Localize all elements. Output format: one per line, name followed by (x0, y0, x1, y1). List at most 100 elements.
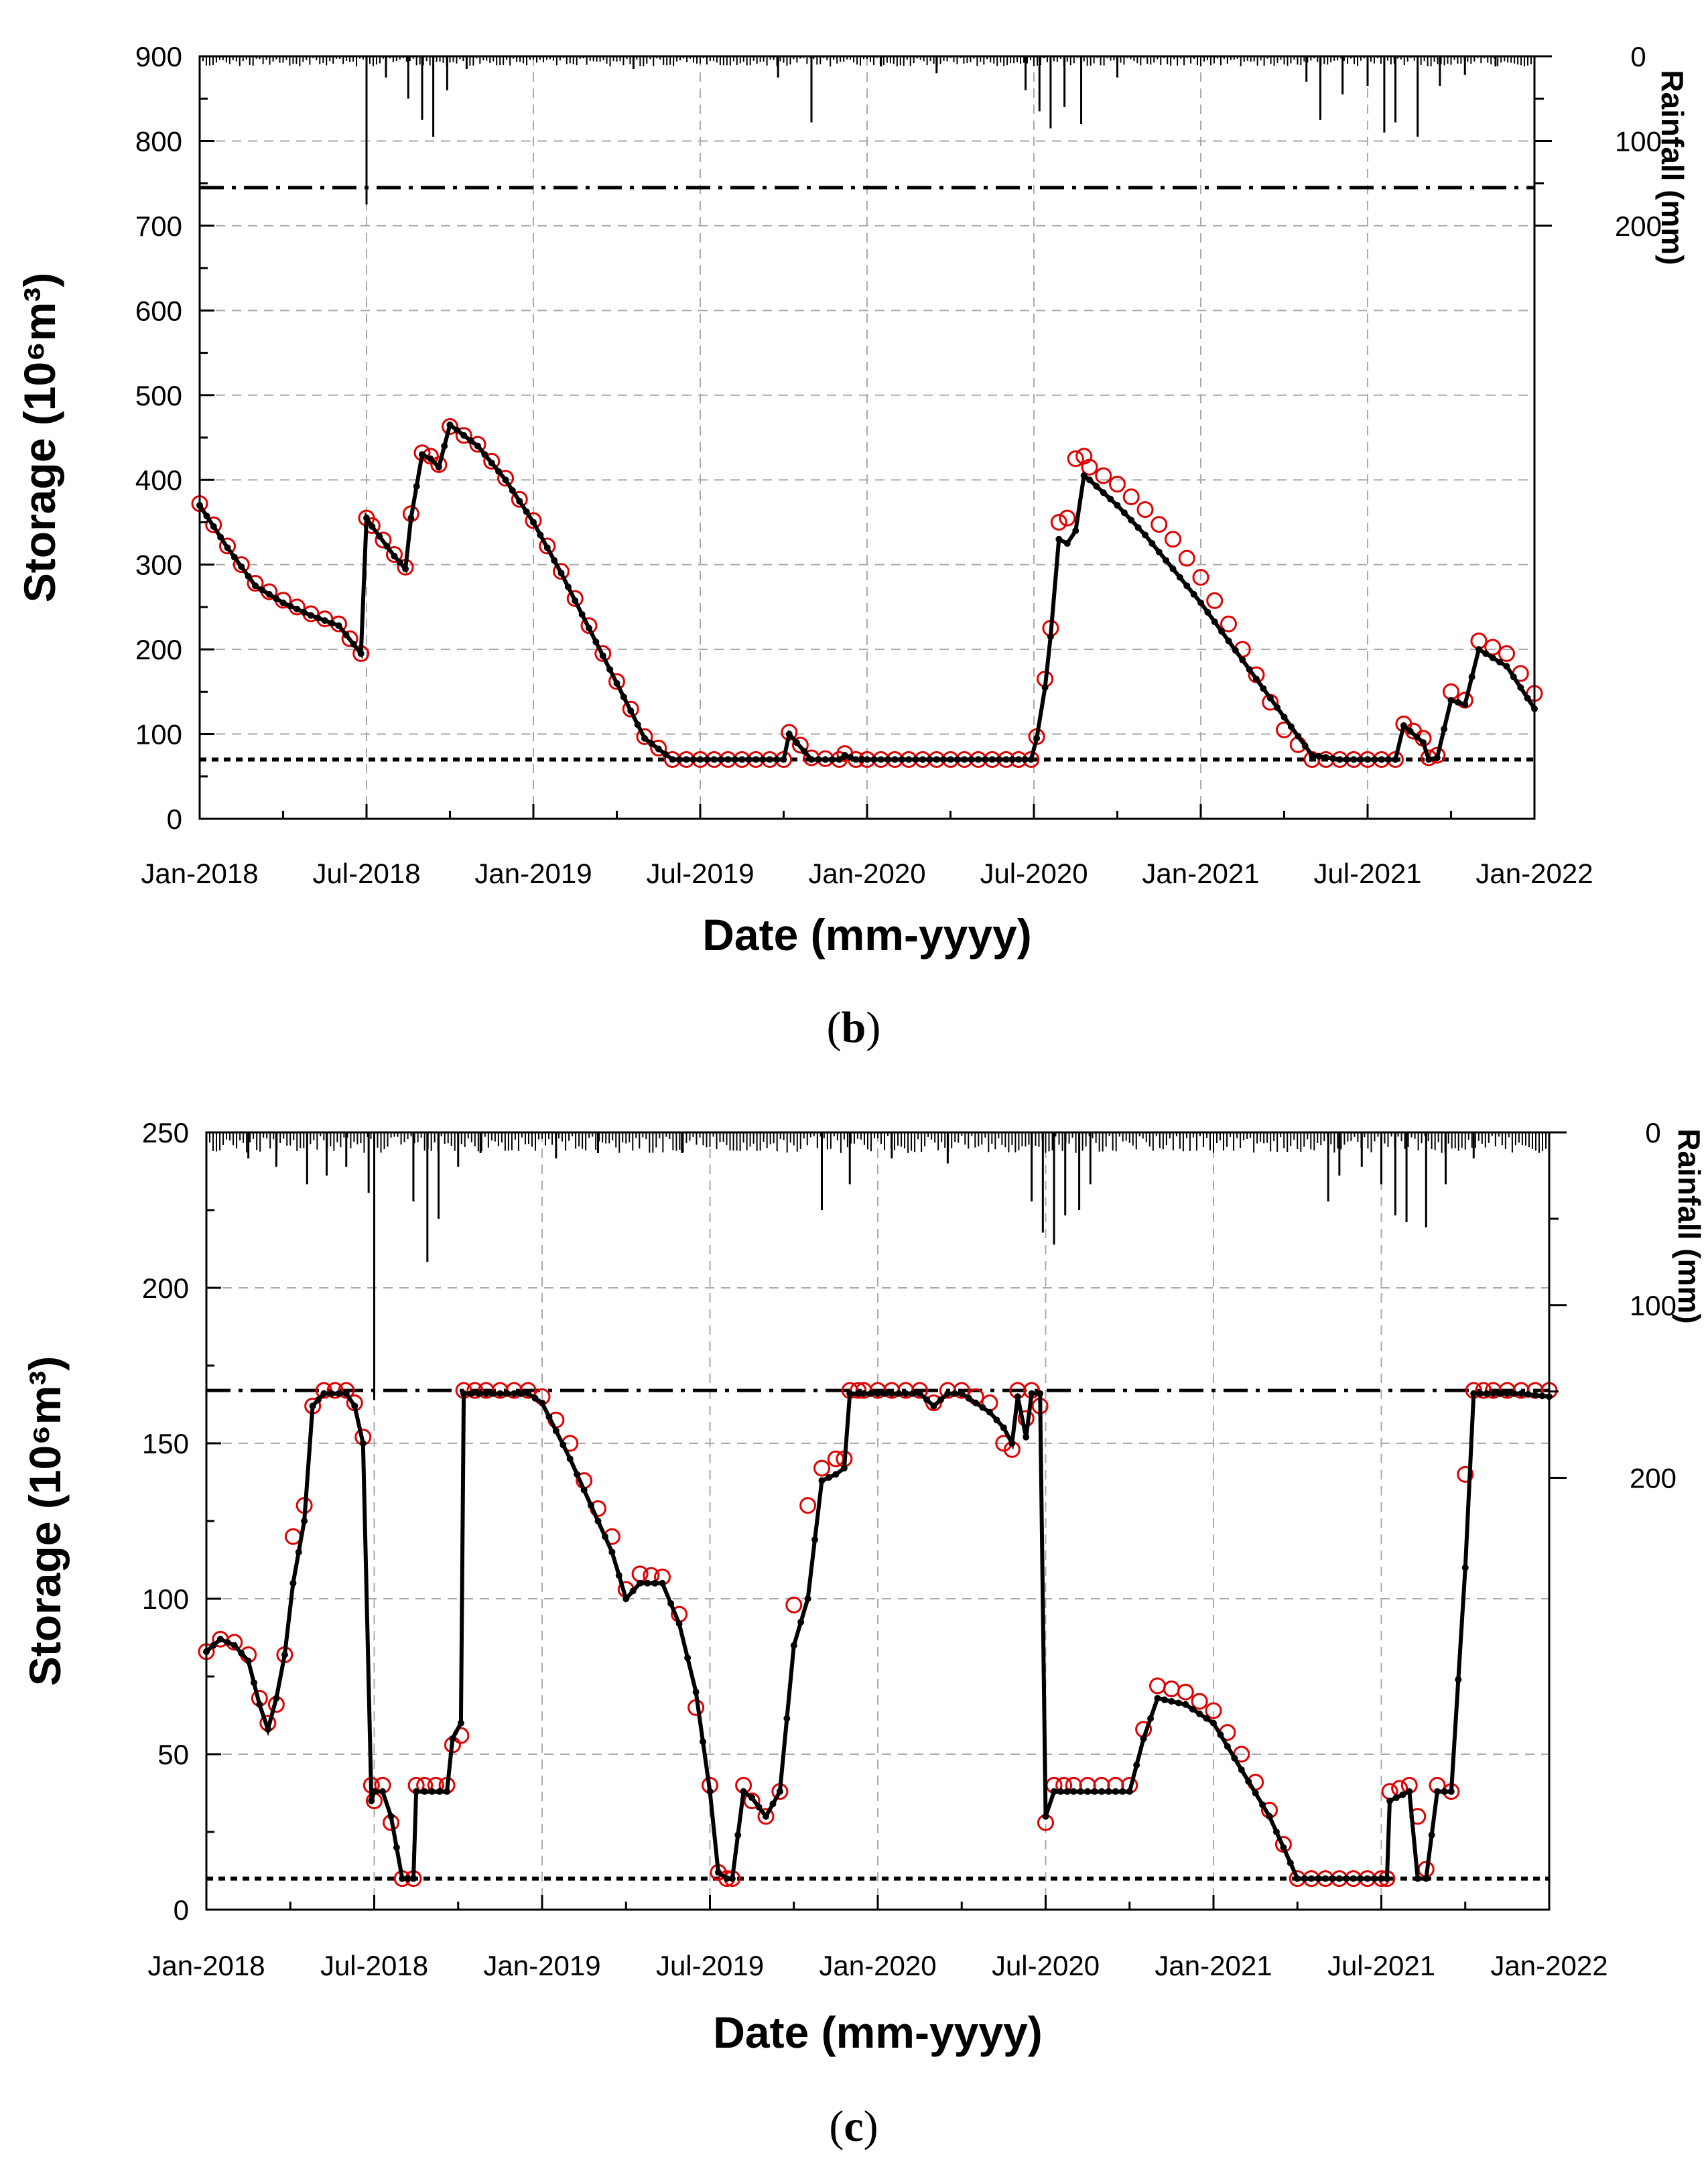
series-simulated (196, 421, 1538, 763)
simulated-point (651, 1579, 659, 1587)
simulated-point (482, 1390, 490, 1397)
simulated-point (460, 1390, 468, 1397)
simulated-point (669, 756, 676, 763)
simulated-point (1015, 756, 1023, 763)
simulated-point (1483, 1390, 1490, 1397)
observed-point (430, 456, 448, 473)
simulated-point (675, 1620, 683, 1628)
simulated-point (1196, 1710, 1203, 1717)
simulated-point (350, 641, 357, 648)
simulated-point (1098, 1788, 1105, 1795)
observed-point (375, 531, 392, 549)
simulated-point (601, 1533, 608, 1540)
simulated-point (224, 544, 231, 551)
simulated-point (902, 1390, 909, 1397)
simulated-point (659, 1579, 666, 1587)
observed-point (1163, 1680, 1180, 1698)
simulated-point (383, 543, 391, 550)
simulated-point (428, 1788, 436, 1795)
simulated-point (1224, 1743, 1231, 1750)
simulated-point (1033, 734, 1041, 742)
y-tick-label: 200 (142, 1272, 189, 1304)
simulated-point (1482, 650, 1490, 657)
simulated-point (1301, 1875, 1308, 1882)
y-tick-label: 900 (135, 41, 182, 72)
simulated-point (773, 756, 781, 763)
simulated-point (1470, 1390, 1477, 1397)
rain-tick-label: 100 (1630, 1290, 1677, 1321)
observed-point (1206, 592, 1224, 609)
rain-tick-label: 0 (1645, 1117, 1660, 1148)
simulated-point (503, 1390, 511, 1397)
simulated-point (641, 734, 648, 742)
simulated-point (1086, 476, 1093, 484)
observed-point (622, 700, 639, 718)
gridlines (200, 56, 1534, 819)
simulated-point (1232, 647, 1239, 654)
simulated-point (320, 1390, 328, 1397)
simulated-point (718, 756, 725, 763)
simulated-point (1057, 1788, 1064, 1795)
simulated-point (453, 426, 460, 434)
simulated-point (1461, 701, 1469, 708)
simulated-point (961, 756, 968, 763)
simulated-point (1080, 472, 1088, 479)
simulated-point (502, 476, 509, 484)
x-tick-label: Jul-2020 (992, 1950, 1100, 1981)
y-tick-label: 500 (135, 380, 182, 411)
simulated-point (1225, 637, 1232, 645)
simulated-point (783, 1715, 791, 1722)
simulated-point (308, 612, 314, 619)
simulated-point (1063, 1788, 1071, 1795)
x-tick-label: Jul-2018 (312, 858, 420, 889)
simulated-point (1490, 1390, 1497, 1397)
observed-point (553, 563, 570, 580)
x-tick-label: Jan-2022 (1475, 858, 1593, 889)
simulated-point (958, 1390, 966, 1397)
panel-label: (c) (829, 2102, 878, 2151)
simulated-point (724, 756, 732, 763)
x-tick-label: Jul-2019 (656, 1950, 764, 1981)
rain-tick-label: 100 (1615, 125, 1662, 157)
simulated-point (1239, 656, 1246, 663)
simulated-point (545, 1413, 553, 1421)
simulated-point (301, 1518, 308, 1524)
simulated-point (1252, 1790, 1259, 1796)
simulated-point (1350, 1875, 1357, 1882)
simulated-point (1114, 502, 1121, 509)
simulated-point (309, 1402, 316, 1410)
simulated-point (738, 756, 746, 763)
rain-tick-label: 200 (1630, 1463, 1677, 1494)
simulated-point (854, 1390, 862, 1397)
simulated-point (481, 451, 488, 458)
simulated-point (1350, 756, 1358, 763)
simulated-point (689, 756, 697, 763)
simulated-point (530, 519, 537, 526)
simulated-point (1245, 1778, 1252, 1785)
panel-c: Jan-2018 Jul-2018 Jan-2019 Jul-2019 Jan-2020… (20, 1117, 1707, 2151)
simulated-point (1183, 582, 1191, 590)
simulated-point (552, 1427, 560, 1435)
simulated-point (923, 1396, 931, 1404)
simulated-point (371, 1788, 378, 1795)
observed-point (785, 1596, 803, 1613)
simulated-point (413, 482, 420, 490)
simulated-point (1211, 618, 1218, 626)
simulated-point (217, 533, 224, 541)
simulated-point (1042, 1813, 1049, 1820)
simulated-point (870, 756, 878, 763)
observed-point (1178, 549, 1195, 567)
simulated-point (231, 553, 238, 561)
simulated-point (759, 756, 767, 763)
simulated-point (1072, 527, 1079, 535)
simulated-point (252, 582, 259, 590)
simulated-point (588, 1502, 595, 1509)
simulated-point (419, 451, 425, 458)
observed-point (1191, 1693, 1208, 1710)
simulated-point (1112, 1788, 1119, 1795)
y-tick-label: 700 (135, 210, 182, 242)
simulated-point (988, 756, 996, 763)
simulated-point (1266, 1813, 1273, 1820)
simulated-point (475, 1390, 482, 1397)
simulated-point (1322, 1875, 1329, 1882)
